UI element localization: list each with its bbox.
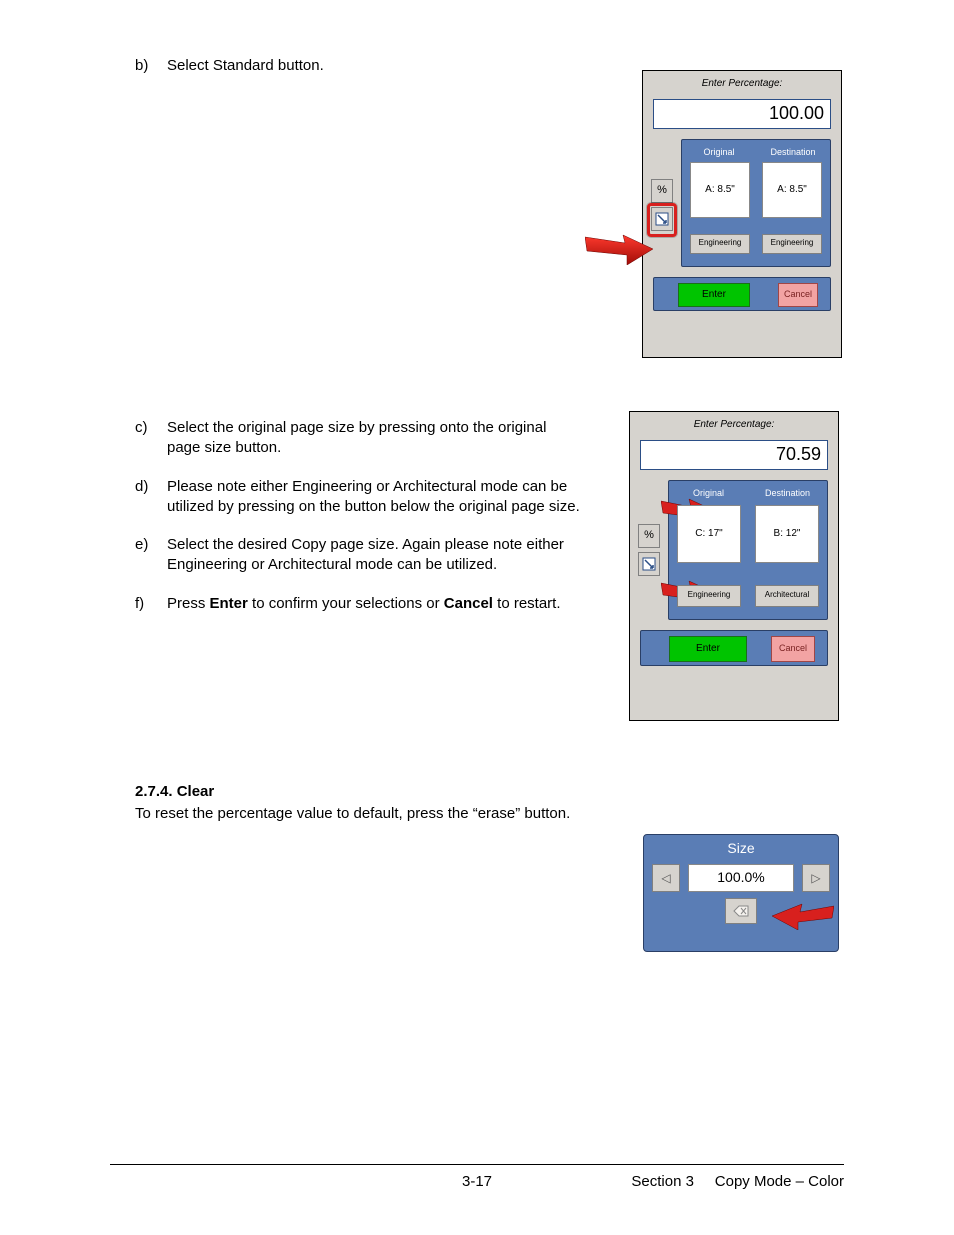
panel1-bottom-bar: Enter Cancel bbox=[653, 277, 831, 311]
step-b-text: Select Standard button. bbox=[167, 56, 580, 76]
step-e-marker: e) bbox=[135, 535, 167, 576]
step-c-marker: c) bbox=[135, 418, 167, 459]
standard-icon bbox=[642, 557, 656, 571]
original-mode-button[interactable]: Engineering bbox=[677, 585, 741, 607]
panel2-title: Enter Percentage: bbox=[630, 412, 838, 436]
original-label: Original bbox=[669, 487, 748, 499]
panel1-compare-frame: Original Destination A: 8.5" A: 8.5" Eng… bbox=[681, 139, 831, 267]
step-f-marker: f) bbox=[135, 594, 167, 614]
original-label: Original bbox=[682, 146, 756, 158]
step-e: e) Select the desired Copy page size. Ag… bbox=[135, 535, 580, 576]
enter-button[interactable]: Enter bbox=[669, 636, 747, 662]
panel2-compare-frame: Original Destination C: 17" B: 12" Engin… bbox=[668, 480, 828, 620]
step-f-prefix: Press bbox=[167, 595, 210, 612]
original-mode-button[interactable]: Engineering bbox=[690, 234, 750, 254]
standard-tab[interactable] bbox=[638, 552, 660, 576]
original-size-button[interactable]: C: 17" bbox=[677, 505, 741, 563]
cancel-button[interactable]: Cancel bbox=[778, 283, 818, 307]
step-d-marker: d) bbox=[135, 477, 167, 518]
step-f-bold1: Enter bbox=[210, 595, 248, 612]
panel2-side-tabs: % bbox=[638, 524, 662, 580]
erase-icon bbox=[733, 905, 749, 917]
arrow-red-icon bbox=[770, 900, 834, 930]
panel2-bottom-bar: Enter Cancel bbox=[640, 630, 828, 666]
step-f-bold2: Cancel bbox=[444, 595, 493, 612]
destination-mode-button[interactable]: Engineering bbox=[762, 234, 822, 254]
panel1-highlight bbox=[647, 203, 677, 237]
destination-label: Destination bbox=[748, 487, 827, 499]
panel1-percentage-display: 100.00 bbox=[653, 99, 831, 129]
destination-size-button[interactable]: A: 8.5" bbox=[762, 162, 822, 218]
percent-tab[interactable]: % bbox=[638, 524, 660, 548]
step-d-text: Please note either Engineering or Archit… bbox=[167, 477, 580, 518]
step-e-text: Select the desired Copy page size. Again… bbox=[167, 535, 580, 576]
step-b: b) Select Standard button. bbox=[135, 56, 580, 76]
percentage-panel-1: Enter Percentage: 100.00 % Original Dest… bbox=[642, 70, 842, 358]
footer-rule bbox=[110, 1164, 844, 1165]
step-d: d) Please note either Engineering or Arc… bbox=[135, 477, 580, 518]
step-f-text: Press Enter to confirm your selections o… bbox=[167, 594, 580, 614]
cancel-button[interactable]: Cancel bbox=[771, 636, 815, 662]
step-f-suffix: to restart. bbox=[493, 595, 561, 612]
size-panel-heading: Size bbox=[644, 835, 838, 860]
destination-size-button[interactable]: B: 12" bbox=[755, 505, 819, 563]
footer-section: Section 3 Copy Mode – Color bbox=[631, 1172, 844, 1192]
percent-tab[interactable]: % bbox=[651, 179, 673, 203]
percentage-panel-2: Enter Percentage: 70.59 % Original Desti… bbox=[629, 411, 839, 721]
step-f-mid: to confirm your selections or bbox=[248, 595, 444, 612]
size-value: 100.0% bbox=[688, 864, 794, 892]
erase-button[interactable] bbox=[725, 898, 757, 924]
clear-heading-title: Clear bbox=[177, 783, 215, 800]
size-panel: Size ◁ 100.0% ▷ bbox=[643, 834, 839, 952]
step-c-text: Select the original page size by pressin… bbox=[167, 418, 580, 459]
clear-body: To reset the percentage value to default… bbox=[135, 804, 835, 824]
page-footer: . 3-17 Section 3 Copy Mode – Color bbox=[110, 1172, 844, 1192]
clear-heading-number: 2.7.4. bbox=[135, 783, 173, 800]
step-b-marker: b) bbox=[135, 56, 167, 76]
step-c: c) Select the original page size by pres… bbox=[135, 418, 580, 459]
footer-page-number: 3-17 bbox=[462, 1172, 492, 1192]
size-decrease-button[interactable]: ◁ bbox=[652, 864, 680, 892]
size-increase-button[interactable]: ▷ bbox=[802, 864, 830, 892]
enter-button[interactable]: Enter bbox=[678, 283, 750, 307]
destination-label: Destination bbox=[756, 146, 830, 158]
step-f: f) Press Enter to confirm your selection… bbox=[135, 594, 580, 614]
panel1-title: Enter Percentage: bbox=[643, 71, 841, 95]
clear-heading: 2.7.4. Clear bbox=[135, 782, 835, 802]
panel2-percentage-display: 70.59 bbox=[640, 440, 828, 470]
original-size-button[interactable]: A: 8.5" bbox=[690, 162, 750, 218]
destination-mode-button[interactable]: Architectural bbox=[755, 585, 819, 607]
